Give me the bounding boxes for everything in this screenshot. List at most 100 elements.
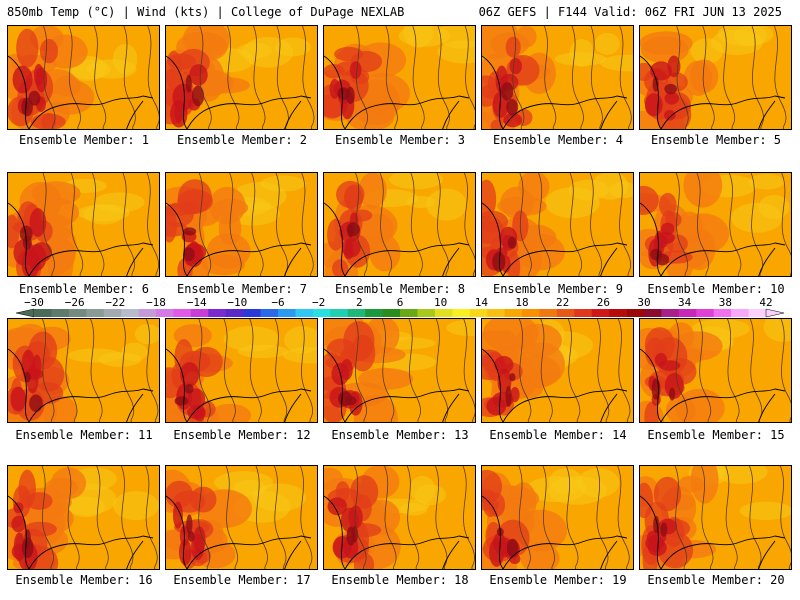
- cool-patch: [437, 26, 475, 49]
- hotter-patch: [180, 361, 200, 387]
- contour-line: [145, 466, 158, 569]
- florida-coast: [600, 393, 618, 422]
- contour-line: [435, 466, 448, 569]
- mexico-border: [640, 55, 662, 129]
- cool-patch: [275, 37, 311, 57]
- mexico-border: [166, 202, 188, 276]
- cool-patch: [112, 43, 138, 74]
- hottest-patch: [668, 387, 676, 401]
- hottest-patch: [506, 538, 519, 557]
- ensemble-member-label: Ensemble Member: 16: [15, 573, 153, 587]
- contour-line: [567, 319, 581, 422]
- ensemble-member-map: [323, 465, 476, 570]
- ensemble-member-label: Ensemble Member: 8: [334, 282, 466, 296]
- ensemble-member-label: Ensemble Member: 4: [492, 133, 624, 147]
- hotter-patch: [329, 78, 340, 99]
- hot-patch: [332, 259, 349, 276]
- contour-line: [229, 173, 242, 276]
- ensemble-member-map: [165, 318, 318, 423]
- ensemble-member-map: [481, 172, 634, 277]
- contour-line: [518, 319, 532, 422]
- colorbar-tick-label: −26: [65, 296, 85, 309]
- mexico-border: [8, 348, 30, 422]
- colorbar-swatch: [748, 309, 767, 317]
- florida-coast: [284, 540, 302, 569]
- contour-line: [147, 26, 159, 129]
- hotter-patch: [644, 93, 663, 117]
- hottest-patch: [345, 86, 355, 105]
- hottest-patch: [509, 373, 516, 382]
- contour-line: [542, 466, 555, 569]
- coastline: [28, 242, 154, 276]
- hotter-patch: [664, 92, 680, 105]
- hottest-patch: [507, 236, 517, 249]
- colorbar-swatch: [434, 309, 453, 317]
- mexico-border: [324, 55, 346, 129]
- colorbar-tick-label: −2: [312, 296, 325, 309]
- colorbar-tick-label: 2: [356, 296, 363, 309]
- contour-line: [722, 26, 736, 129]
- contour-line: [385, 26, 398, 129]
- contour-line: [274, 319, 288, 422]
- colorbar-swatch: [190, 309, 209, 317]
- florida-coast: [600, 540, 618, 569]
- cool-patch: [526, 476, 587, 503]
- contour-line: [571, 26, 584, 129]
- colorbar-swatch: [696, 309, 715, 317]
- contour-line: [617, 466, 630, 569]
- warm-patch: [369, 234, 401, 272]
- contour-line: [412, 26, 425, 129]
- hottest-patch: [652, 76, 659, 92]
- cool-patch: [710, 29, 764, 55]
- warm-patch: [683, 173, 723, 208]
- contour-line: [251, 173, 264, 276]
- colorbar-swatch: [609, 309, 627, 317]
- ensemble-member-label: Ensemble Member: 11: [15, 428, 153, 442]
- temperature-colorbar: −30 −26 −22 −18 −14 −10 −6 −2 2 6 10 14 18 22 26 30 34 38…: [15, 296, 785, 318]
- florida-coast: [126, 540, 144, 569]
- contour-line: [227, 26, 240, 129]
- contour-line: [198, 319, 211, 422]
- ensemble-member-label: Ensemble Member: 5: [650, 133, 782, 147]
- hotter-patch: [348, 505, 363, 529]
- contour-line: [253, 26, 266, 129]
- coastline: [502, 388, 628, 422]
- contour-line: [674, 466, 687, 569]
- contour-line: [65, 319, 78, 422]
- colorbar-low-arrow: [15, 308, 35, 318]
- hotter-patch: [663, 110, 676, 121]
- hotter-patch: [660, 222, 675, 236]
- ensemble-member-label: Ensemble Member: 2: [176, 133, 308, 147]
- ensemble-member-label: Ensemble Member: 17: [173, 573, 311, 587]
- ensemble-member-map: [165, 465, 318, 570]
- hotter-patch: [13, 532, 25, 562]
- warm-patch: [640, 31, 693, 55]
- contour-line: [354, 319, 367, 422]
- contour-line: [543, 26, 557, 129]
- hottest-patch: [347, 224, 354, 238]
- hotter-patch: [340, 358, 353, 380]
- temperature-field: [166, 173, 317, 276]
- contour-line: [590, 26, 603, 129]
- contour-line: [780, 319, 791, 422]
- coastline: [28, 535, 154, 569]
- contour-line: [728, 173, 742, 276]
- colorbar-tick-label: 18: [515, 296, 528, 309]
- warm-patch: [500, 186, 534, 220]
- hot-patch: [488, 492, 506, 517]
- florida-coast: [284, 100, 302, 129]
- colorbar-swatch: [51, 309, 70, 317]
- colorbar-swatch: [225, 309, 244, 317]
- contour-line: [299, 466, 313, 569]
- hottest-patch: [492, 251, 506, 272]
- contour-line: [225, 466, 238, 569]
- colorbar-swatch: [243, 309, 261, 317]
- coastline: [502, 242, 628, 276]
- contour-line: [566, 466, 579, 569]
- coastline: [502, 535, 628, 569]
- hottest-patch: [174, 396, 189, 406]
- contour-line: [749, 466, 762, 569]
- colorbar-swatch: [417, 309, 436, 317]
- hot-patch: [343, 321, 375, 361]
- colorbar-swatch: [504, 309, 523, 317]
